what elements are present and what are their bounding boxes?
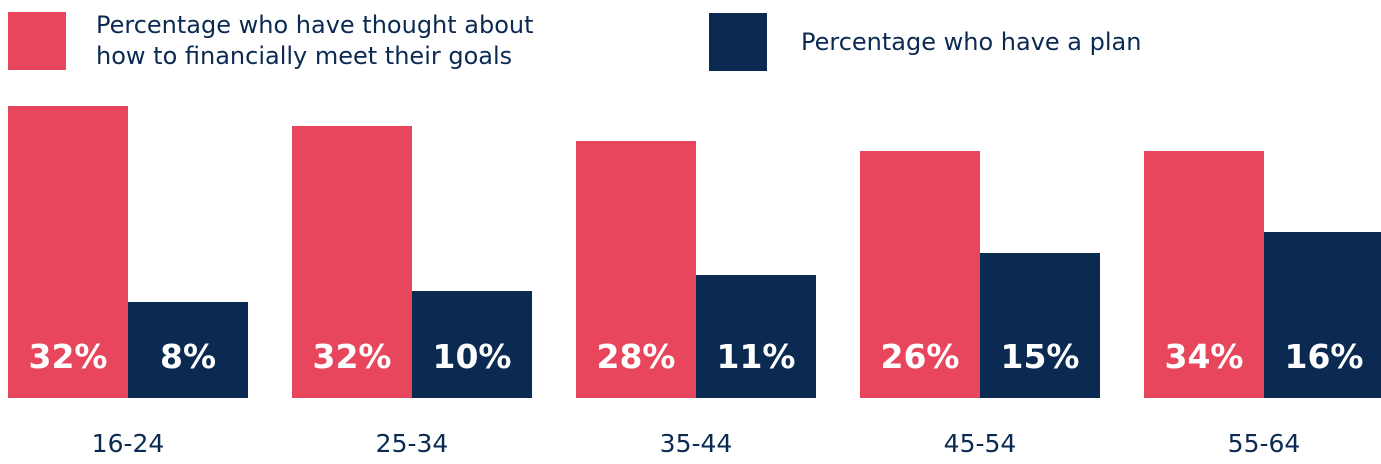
bar-label-plan-45-54: 15% <box>1001 337 1080 376</box>
legend-item-thought: Percentage who have thought about how to… <box>8 10 534 72</box>
bar-thought-25-34 <box>292 126 412 398</box>
category-label-35-44: 35-44 <box>660 429 733 458</box>
legend-swatch-plan <box>709 13 767 71</box>
bar-thought-55-64 <box>1144 151 1264 398</box>
legend-label-plan: Percentage who have a plan <box>801 27 1142 56</box>
bar-label-thought-45-54: 26% <box>881 337 960 376</box>
bar-plan-16-24 <box>128 302 248 398</box>
bar-label-plan-55-64: 16% <box>1285 337 1364 376</box>
bar-plan-55-64 <box>1264 232 1381 398</box>
bar-thought-16-24 <box>8 106 128 398</box>
bar-plan-35-44 <box>696 275 816 398</box>
bar-label-thought-25-34: 32% <box>313 337 392 376</box>
legend-swatch-thought <box>8 12 66 70</box>
bar-label-thought-55-64: 34% <box>1165 337 1244 376</box>
bar-plan-25-34 <box>412 291 532 398</box>
bar-label-thought-35-44: 28% <box>597 337 676 376</box>
bar-thought-35-44 <box>576 141 696 398</box>
bar-label-thought-16-24: 32% <box>29 337 108 376</box>
bar-label-plan-25-34: 10% <box>433 337 512 376</box>
legend-item-plan: Percentage who have a plan <box>709 13 1141 71</box>
bar-thought-45-54 <box>860 151 980 398</box>
bar-label-plan-35-44: 11% <box>717 337 796 376</box>
category-label-25-34: 25-34 <box>376 429 449 458</box>
legend-label-thought: Percentage who have thought about how to… <box>96 11 534 70</box>
bar-label-plan-16-24: 8% <box>160 337 216 376</box>
category-label-55-64: 55-64 <box>1228 429 1301 458</box>
bar-plan-45-54 <box>980 253 1100 398</box>
category-label-16-24: 16-24 <box>92 429 165 458</box>
category-label-45-54: 45-54 <box>944 429 1017 458</box>
